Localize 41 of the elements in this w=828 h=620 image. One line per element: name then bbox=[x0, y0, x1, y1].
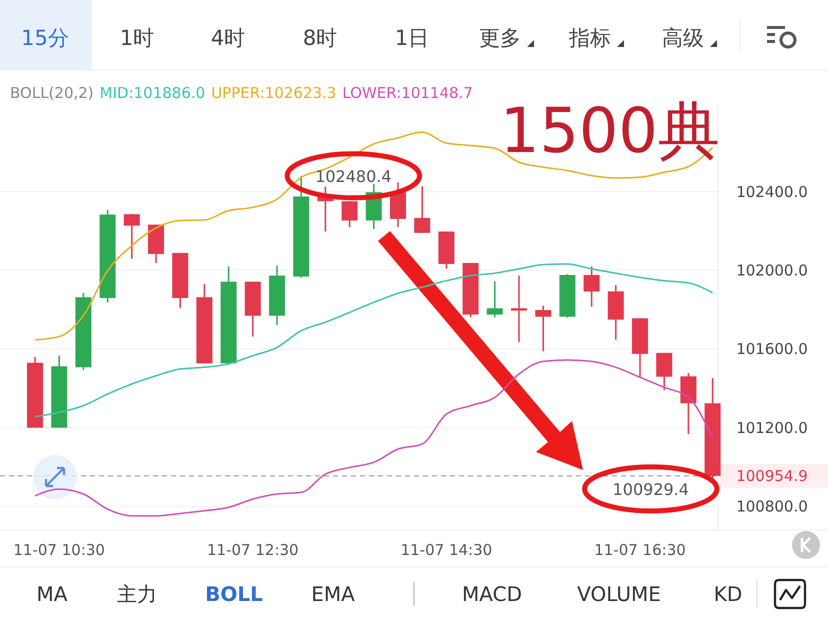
text: 15分 bbox=[21, 26, 69, 50]
text: 高级 bbox=[662, 26, 704, 50]
candlestick bbox=[656, 352, 672, 391]
line-series bbox=[34, 263, 714, 418]
text: MID:101886.0 bbox=[100, 84, 206, 102]
annotation: 102480.4 bbox=[315, 166, 392, 186]
candlestick bbox=[486, 280, 503, 318]
y-tick-label: 101200.0 bbox=[736, 418, 808, 437]
text: 8时 bbox=[302, 26, 338, 50]
text: 1日 bbox=[394, 26, 430, 50]
text: UPPER:102623.3 bbox=[211, 84, 336, 102]
x-tick-label: 11-07 16:30 bbox=[594, 541, 686, 559]
text: 更多 bbox=[479, 26, 521, 50]
candlestick bbox=[124, 213, 140, 260]
line-series bbox=[34, 359, 714, 517]
text: LOWER:101148.7 bbox=[342, 84, 473, 102]
text: BOLL bbox=[205, 582, 264, 606]
candlestick bbox=[535, 304, 552, 352]
candlestick bbox=[584, 266, 600, 308]
legend-title: BOLL(20,2) bbox=[10, 84, 94, 102]
text: MA bbox=[36, 582, 68, 606]
x-tick-label: 11-07 14:30 bbox=[400, 541, 492, 559]
ref-line-label: 100954.9 bbox=[736, 467, 808, 486]
y-tick-label: 100800.0 bbox=[736, 498, 808, 516]
text: KD bbox=[714, 582, 742, 606]
y-tick-label: 102000.0 bbox=[736, 262, 808, 280]
text: 主力 bbox=[117, 582, 157, 606]
y-tick-label: 102400.0 bbox=[736, 182, 808, 201]
text: VOLUME bbox=[577, 582, 661, 606]
candlestick bbox=[342, 200, 358, 228]
text: EMA bbox=[311, 582, 356, 606]
text: 4时 bbox=[210, 26, 246, 50]
x-tick-label: 11-07 12:30 bbox=[207, 541, 299, 559]
text: 1时 bbox=[120, 26, 154, 50]
annotation: 100929.4 bbox=[612, 480, 689, 499]
y-tick-label: 101600.0 bbox=[736, 340, 808, 358]
text: 指标 bbox=[568, 26, 611, 50]
candlestick bbox=[414, 186, 430, 234]
annotation: 1500典 bbox=[500, 94, 720, 167]
x-tick-label: 11-07 10:30 bbox=[13, 541, 105, 559]
text: MACD bbox=[462, 582, 522, 606]
